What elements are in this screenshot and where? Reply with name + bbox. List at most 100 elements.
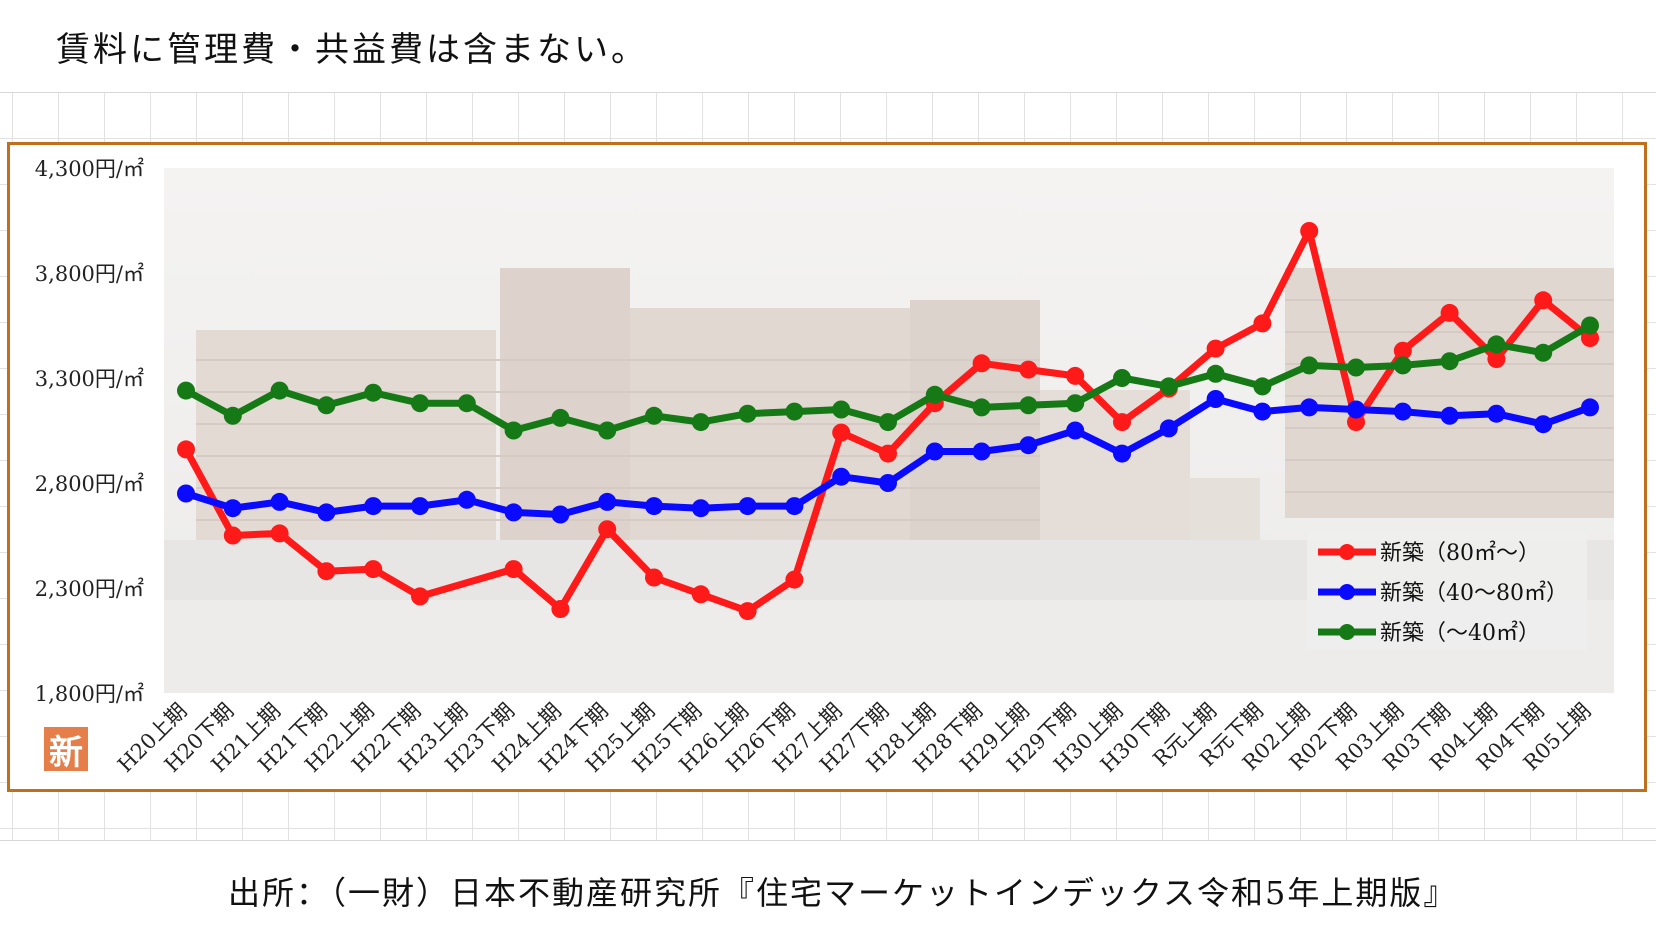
data-point — [738, 404, 757, 423]
data-point — [1300, 222, 1319, 240]
data-point — [411, 394, 429, 413]
data-point — [832, 400, 851, 419]
data-point — [1253, 314, 1272, 333]
data-point — [832, 423, 851, 442]
data-point — [785, 497, 804, 516]
data-point — [785, 402, 804, 421]
data-point — [1440, 303, 1459, 322]
data-point — [925, 442, 944, 461]
data-point — [1347, 400, 1365, 419]
data-point — [223, 499, 242, 518]
data-point — [1393, 341, 1412, 360]
data-point — [457, 394, 476, 413]
data-point — [972, 398, 991, 417]
data-point — [1019, 360, 1038, 379]
legend-label: 新築（80㎡～） — [1380, 540, 1540, 566]
data-point — [1159, 377, 1178, 396]
data-point — [738, 602, 757, 621]
legend-swatch-marker — [1339, 544, 1355, 560]
data-point — [1487, 404, 1506, 423]
data-point — [1393, 356, 1412, 375]
data-point — [1300, 356, 1319, 375]
data-point — [1159, 419, 1178, 438]
data-point — [411, 497, 429, 516]
data-point — [1113, 369, 1131, 387]
legend-swatch-marker — [1339, 584, 1355, 600]
legend-label: 新築（～40㎡） — [1380, 620, 1540, 646]
series-1 — [177, 390, 1599, 524]
data-point — [832, 467, 851, 486]
legend-label: 新築（40～80㎡） — [1380, 580, 1568, 606]
data-point — [1393, 402, 1412, 421]
data-point — [551, 408, 570, 427]
data-point — [598, 520, 617, 539]
y-tick-label: 3,800円/㎡ — [35, 262, 144, 286]
data-point — [1300, 398, 1319, 417]
data-point — [1206, 390, 1225, 408]
data-point — [1066, 394, 1085, 413]
y-tick-label: 3,300円/㎡ — [35, 367, 144, 391]
data-point — [1534, 291, 1553, 310]
series-2 — [177, 316, 1599, 440]
data-point — [598, 492, 617, 511]
data-point — [1534, 415, 1553, 434]
x-axis: H20上期H20下期H21上期H21下期H22上期H22下期H23上期H23下期… — [113, 699, 1596, 778]
data-point — [1066, 366, 1085, 385]
data-point — [691, 585, 710, 604]
data-point — [738, 497, 757, 516]
data-point — [270, 492, 289, 511]
data-point — [1113, 444, 1131, 463]
data-point — [177, 440, 195, 459]
data-point — [1487, 350, 1506, 369]
header-area — [0, 0, 1656, 93]
data-point — [972, 442, 991, 461]
data-point — [457, 490, 476, 509]
data-point — [411, 587, 429, 606]
data-point — [1347, 413, 1365, 432]
data-point — [1019, 436, 1038, 455]
y-tick-label: 1,800円/㎡ — [35, 682, 144, 706]
data-point — [1534, 343, 1553, 362]
data-point — [1487, 335, 1506, 354]
data-point — [691, 413, 710, 432]
legend-swatch-marker — [1339, 624, 1355, 640]
data-point — [223, 406, 242, 425]
note-text: 賃料に管理費・共益費は含まない。 — [56, 30, 648, 70]
data-point — [1581, 316, 1599, 335]
y-axis: 1,800円/㎡ 2,300円/㎡ 2,800円/㎡ 3,300円/㎡ 3,800円/㎡… — [35, 157, 144, 706]
data-point — [1206, 339, 1225, 358]
data-point — [645, 406, 663, 425]
series-layer — [177, 222, 1599, 621]
data-point — [925, 385, 944, 404]
data-point — [1440, 406, 1459, 425]
data-point — [1253, 402, 1272, 421]
footer-area — [0, 840, 1656, 935]
data-point — [317, 396, 336, 415]
data-point — [504, 421, 523, 440]
data-point — [1066, 421, 1085, 440]
data-point — [1347, 358, 1365, 377]
data-point — [1206, 364, 1225, 383]
data-point — [364, 560, 383, 579]
data-point — [223, 526, 242, 545]
logo-mark: 新 — [44, 727, 88, 773]
data-point — [1019, 396, 1038, 415]
data-point — [1113, 413, 1131, 432]
data-point — [785, 570, 804, 589]
data-point — [972, 354, 991, 373]
data-point — [317, 503, 336, 522]
data-point — [364, 383, 383, 402]
legend: 新築（80㎡～） 新築（40～80㎡） 新築（～40㎡） — [1307, 532, 1587, 650]
y-tick-label: 4,300円/㎡ — [35, 157, 144, 181]
data-point — [691, 499, 710, 518]
data-point — [879, 444, 897, 463]
data-point — [1581, 329, 1599, 348]
data-point — [645, 497, 663, 516]
data-point — [1581, 398, 1599, 417]
data-point — [364, 497, 383, 516]
data-point — [598, 421, 617, 440]
source-citation: 出所：（一財）日本不動産研究所『住宅マーケットインデックス令和5年上期版』 — [228, 874, 1458, 912]
y-tick-label: 2,800円/㎡ — [35, 472, 144, 496]
y-tick-label: 2,300円/㎡ — [35, 577, 144, 601]
